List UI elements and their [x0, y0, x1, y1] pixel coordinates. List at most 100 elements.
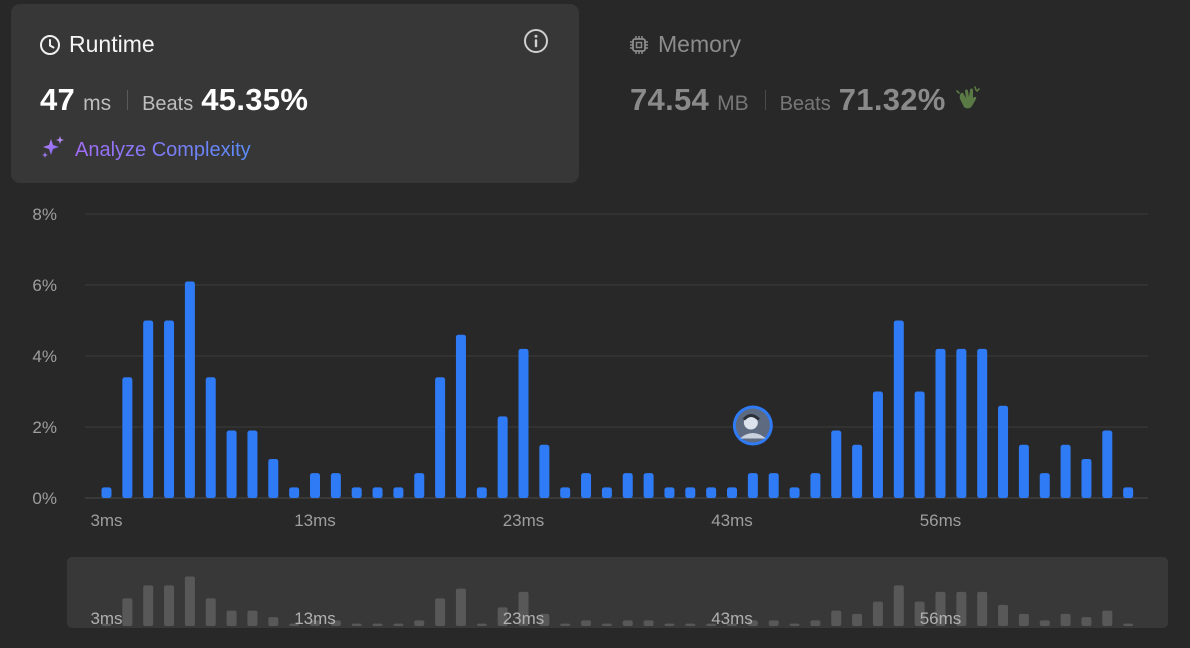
x-tick-label: 13ms — [294, 511, 336, 530]
chart-bar[interactable] — [664, 487, 675, 498]
minimap-bar — [476, 623, 487, 626]
analyze-complexity-label: Analyze Complexity — [75, 138, 251, 161]
chart-bar[interactable] — [706, 487, 717, 498]
minimap-bar — [581, 620, 592, 626]
runtime-unit: ms — [83, 92, 112, 115]
minimap-label: 56ms — [920, 609, 962, 628]
chart-bar[interactable] — [372, 487, 383, 498]
minimap-bar — [747, 620, 758, 626]
minimap-bar — [205, 598, 216, 626]
metric-divider — [764, 90, 766, 110]
minimap-bar — [101, 623, 112, 626]
chart-bar[interactable] — [393, 487, 404, 498]
chart-bar[interactable] — [581, 473, 592, 498]
your-runtime-marker[interactable] — [732, 405, 773, 446]
chart-bar[interactable] — [852, 444, 863, 498]
chart-bar[interactable] — [476, 487, 487, 498]
chart-bar[interactable] — [122, 377, 133, 498]
chart-bar[interactable] — [1018, 444, 1029, 498]
chart-bar[interactable] — [601, 487, 612, 498]
chart-bar[interactable] — [435, 377, 446, 498]
chart-bar[interactable] — [747, 473, 758, 498]
minimap-label: 43ms — [711, 609, 753, 628]
chart-bar[interactable] — [289, 487, 300, 498]
chart-bar[interactable] — [164, 320, 175, 499]
minimap-label: 13ms — [294, 609, 336, 628]
minimap-bar — [184, 576, 195, 626]
chart-bar[interactable] — [789, 487, 800, 498]
chart-bar[interactable] — [872, 391, 883, 499]
chart-bar[interactable] — [560, 487, 571, 498]
minimap-bar — [601, 623, 612, 626]
minimap-bar — [1060, 613, 1071, 626]
minimap-bar — [1039, 620, 1050, 626]
runtime-beats-value: 45.35% — [201, 82, 309, 117]
chart-bar[interactable] — [810, 473, 821, 498]
chart-bar[interactable] — [1123, 487, 1134, 498]
memory-metrics: 74.54 MB Beats 71.32% — [630, 82, 982, 118]
chart-bar[interactable] — [310, 473, 320, 498]
chart-bar[interactable] — [956, 348, 967, 498]
avatar-hair — [742, 414, 760, 421]
chart-bar[interactable] — [935, 348, 946, 498]
info-icon[interactable] — [523, 28, 549, 59]
chart-bar[interactable] — [455, 334, 466, 498]
chart-bar[interactable] — [518, 348, 529, 498]
chart-bar[interactable] — [247, 430, 258, 498]
memory-beats-label: Beats — [779, 93, 831, 115]
chart-bar[interactable] — [1039, 473, 1050, 498]
minimap-bar — [143, 585, 154, 626]
minimap-bars: 3ms 13ms 23ms 43ms 56ms — [90, 576, 1134, 628]
chart-bar[interactable] — [351, 487, 362, 498]
x-axis-ticks: 3ms 13ms 23ms 43ms 56ms — [90, 511, 961, 530]
minimap-bar — [289, 623, 300, 626]
minimap-bar — [351, 623, 362, 626]
minimap-bar — [435, 598, 446, 626]
chart-bar[interactable] — [622, 473, 633, 498]
chart-bar[interactable] — [205, 377, 216, 498]
chart-bar[interactable] — [1102, 430, 1113, 498]
chart-bar[interactable] — [768, 473, 779, 498]
minimap-bar — [998, 604, 1009, 626]
minimap-bar — [310, 620, 320, 626]
runtime-distribution-chart[interactable]: 0% 2% 4% 6% 8% 3ms 13ms 23ms 43ms 56ms — [0, 195, 1190, 535]
chip-icon — [628, 34, 650, 56]
chart-bar[interactable] — [539, 444, 550, 498]
chart-bars[interactable] — [101, 281, 1134, 499]
chart-bar[interactable] — [831, 430, 842, 498]
chart-range-minimap[interactable]: 3ms 13ms 23ms 43ms 56ms — [67, 557, 1168, 628]
chart-bar[interactable] — [914, 391, 925, 499]
chart-bar[interactable] — [1081, 458, 1092, 498]
minimap-bar — [1018, 613, 1029, 626]
chart-bar[interactable] — [893, 320, 904, 499]
chart-bar[interactable] — [977, 348, 988, 498]
chart-bar[interactable] — [184, 281, 195, 498]
runtime-card[interactable]: Runtime 47 ms Beats 45.35% — [11, 4, 579, 183]
chart-bar[interactable] — [497, 416, 508, 498]
minimap-bar — [685, 623, 696, 626]
chart-bar[interactable] — [727, 487, 737, 498]
chart-bar[interactable] — [330, 473, 341, 498]
chart-bar[interactable] — [226, 430, 237, 498]
avatar-body — [739, 433, 766, 439]
chart-bar[interactable] — [101, 487, 112, 498]
chart-bar[interactable] — [268, 458, 279, 498]
chart-bar[interactable] — [643, 473, 654, 498]
memory-title: Memory — [658, 31, 742, 57]
memory-header: Memory — [628, 31, 741, 58]
chart-bar[interactable] — [414, 473, 425, 498]
chart-bar[interactable] — [685, 487, 696, 498]
minimap-bar — [247, 610, 258, 626]
analyze-complexity-button[interactable]: Analyze Complexity — [40, 135, 251, 165]
y-tick-label: 6% — [32, 276, 57, 295]
clock-icon — [39, 34, 61, 56]
memory-card[interactable]: Memory 74.54 MB Beats 71.32% — [610, 4, 1170, 183]
sparkle-icon — [40, 135, 66, 165]
minimap-bar — [914, 601, 925, 626]
chart-bar[interactable] — [998, 405, 1009, 498]
chart-bar[interactable] — [1060, 444, 1071, 498]
chart-bar[interactable] — [143, 320, 154, 499]
minimap-bar — [518, 591, 529, 626]
minimap-bar — [831, 610, 842, 626]
metric-divider — [127, 90, 129, 110]
